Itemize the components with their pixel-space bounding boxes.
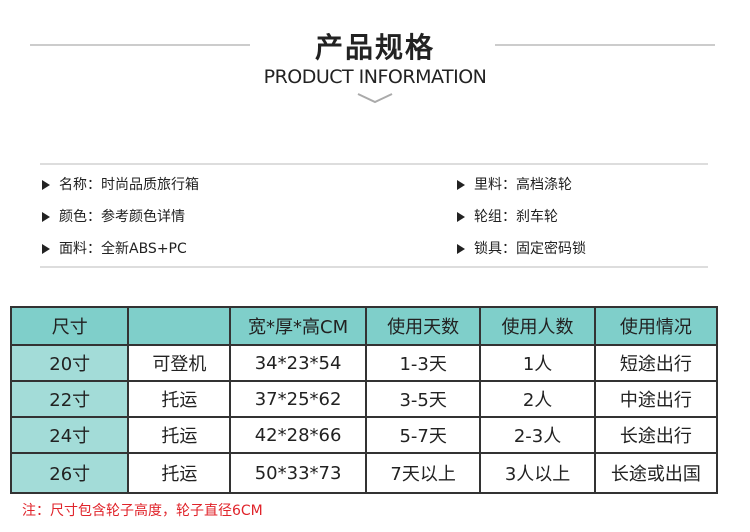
size-table: 尺寸 宽*厚*高CM 使用天数 使用人数 使用情况 20寸 可登机 34*23*54 1-3天 1… (9, 306, 719, 494)
header-cell: 使用天数 (364, 306, 482, 346)
cell: 1人 (479, 344, 596, 382)
cell: 短途出行 (593, 344, 719, 382)
cell: 20寸 (9, 344, 130, 382)
spec-item: 里料：高档涤轮 (457, 177, 572, 193)
cell: 3-5天 (364, 380, 482, 418)
cell: 2人 (479, 380, 596, 418)
cell: 34*23*54 (229, 344, 367, 382)
spec-item: 锁具：固定密码锁 (457, 241, 586, 257)
cell: 37*25*62 (229, 380, 367, 418)
cell: 长途或出国 (593, 452, 719, 494)
title: 产品规格 (314, 31, 435, 64)
cell: 26寸 (9, 452, 130, 494)
cell: 长途出行 (593, 416, 719, 454)
header-cell: 使用情况 (593, 306, 719, 346)
cell: 3人以上 (479, 452, 596, 494)
header-cell (127, 306, 232, 346)
note: 注：尺寸包含轮子高度，轮子直径6CM (22, 503, 263, 519)
cell: 中途出行 (593, 380, 719, 418)
cell: 2-3人 (479, 416, 596, 454)
cell: 22寸 (9, 380, 130, 418)
cell: 1-3天 (364, 344, 482, 382)
cell: 24寸 (9, 416, 130, 454)
table-header: 尺寸 宽*厚*高CM 使用天数 使用人数 使用情况 (9, 306, 719, 346)
subtitle: PRODUCT INFORMATION (263, 66, 487, 88)
header-cell: 宽*厚*高CM (229, 306, 367, 346)
header-cell: 尺寸 (9, 306, 130, 346)
table-row: 24寸 托运 42*28*66 5-7天 2-3人 长途出行 (9, 416, 719, 454)
spec-item: 名称：时尚品质旅行箱 (42, 177, 199, 193)
cell: 托运 (127, 380, 232, 418)
spec-item: 轮组：刹车轮 (457, 209, 558, 225)
decor (30, 44, 715, 268)
spec-item: 颜色：参考颜色详情 (42, 209, 185, 225)
chevron (357, 93, 393, 104)
table-row: 20寸 可登机 34*23*54 1-3天 1人 短途出行 (9, 344, 719, 382)
cell: 5-7天 (364, 416, 482, 454)
table-row: 22寸 托运 37*25*62 3-5天 2人 中途出行 (9, 380, 719, 418)
cell: 42*28*66 (229, 416, 367, 454)
spec-item: 面料：全新ABS+PC (42, 241, 187, 257)
header-cell: 使用人数 (479, 306, 596, 346)
cell: 50*33*73 (229, 452, 367, 494)
cell: 可登机 (127, 344, 232, 382)
cell: 托运 (127, 416, 232, 454)
table-row: 26寸 托运 50*33*73 7天以上 3人以上 长途或出国 (9, 452, 719, 494)
cell: 7天以上 (364, 452, 482, 494)
cell: 托运 (127, 452, 232, 494)
